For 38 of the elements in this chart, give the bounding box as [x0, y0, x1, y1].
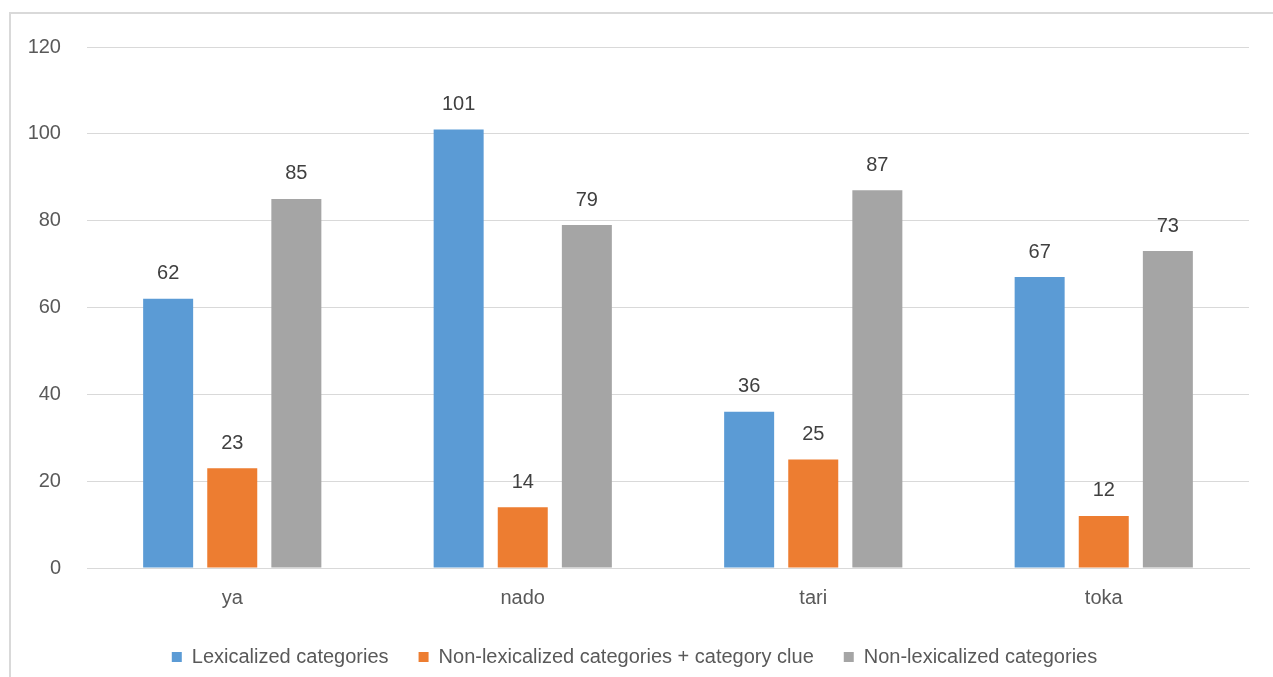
bar	[1014, 277, 1065, 568]
data-label: 62	[157, 261, 180, 284]
y-tick-label: 100	[27, 121, 61, 144]
y-tick-label: 0	[49, 555, 61, 578]
data-label: 12	[1092, 478, 1115, 501]
data-label: 25	[802, 421, 825, 444]
bar	[207, 468, 258, 568]
y-tick-label: 60	[38, 295, 61, 318]
bar	[433, 129, 484, 568]
data-label: 67	[1028, 239, 1051, 262]
bar	[1078, 515, 1129, 568]
bar	[724, 411, 775, 568]
y-tick-label: 120	[27, 34, 61, 57]
legend-label: Non-lexicalized categories + category clue	[438, 644, 814, 667]
data-label: 14	[511, 469, 534, 492]
data-label: 73	[1156, 213, 1179, 236]
bar	[788, 459, 839, 568]
legend-label: Non-lexicalized categories	[863, 644, 1098, 667]
y-tick-label: 80	[38, 208, 61, 231]
data-label: 85	[285, 161, 308, 184]
data-label: 23	[221, 430, 244, 453]
bar	[1142, 251, 1193, 568]
bar	[497, 507, 548, 568]
y-tick-label: 40	[38, 381, 61, 404]
legend-label: Lexicalized categories	[191, 644, 389, 667]
bar	[271, 198, 322, 568]
x-tick-label: ya	[221, 585, 244, 608]
data-label: 87	[866, 152, 889, 175]
data-label: 36	[738, 374, 761, 397]
bar	[143, 298, 194, 568]
bar	[561, 225, 612, 568]
x-tick-label: nado	[500, 585, 545, 608]
x-tick-label: toka	[1084, 585, 1124, 608]
data-label: 101	[441, 92, 476, 115]
data-label: 79	[575, 187, 598, 210]
x-tick-label: tari	[799, 585, 828, 608]
bar	[852, 190, 903, 568]
y-tick-label: 20	[38, 468, 61, 491]
